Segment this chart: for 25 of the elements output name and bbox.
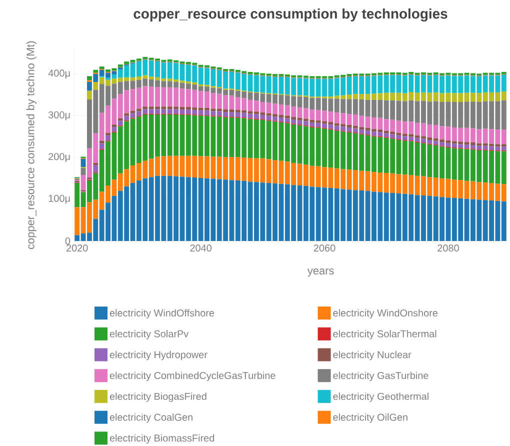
- y-tick-label: 200μ: [48, 153, 70, 162]
- legend-label: electricity CoalGen: [110, 413, 192, 423]
- y-tick-label: 400μ: [48, 70, 70, 78]
- x-tick-label: 2020: [66, 244, 88, 252]
- legend-label: electricity Hydropower: [110, 350, 208, 360]
- legend-label: electricity CombinedCycleGasTurbine: [110, 372, 276, 382]
- x-tick-label: 2040: [190, 244, 212, 252]
- legend-label: electricity BiogasFired: [110, 392, 206, 402]
- y-axis-title: copper_resource consumed by techno (Mt): [26, 41, 36, 249]
- x-axis-title: years: [307, 268, 334, 277]
- legend-label: electricity Nuclear: [333, 350, 412, 360]
- x-tick-label: 2060: [314, 244, 336, 252]
- y-tick-label: 100μ: [48, 194, 70, 204]
- legend-label: electricity WindOnshore: [333, 309, 438, 318]
- legend-label: electricity WindOffshore: [110, 309, 214, 318]
- legend-label: electricity BiomassFired: [110, 434, 214, 444]
- legend-label: electricity SolarThermal: [333, 330, 436, 340]
- legend-label: electricity SolarPv: [110, 330, 189, 340]
- legend-label: electricity GasTurbine: [333, 372, 428, 382]
- chart-title: copper_resource consumption by technologies: [134, 8, 448, 22]
- y-tick-label: 0: [65, 237, 70, 245]
- x-tick-label: 2080: [438, 244, 459, 252]
- legend-label: electricity OilGen: [333, 413, 408, 423]
- legend-label: electricity Geothermal: [333, 392, 428, 402]
- y-tick-label: 300μ: [48, 111, 70, 120]
